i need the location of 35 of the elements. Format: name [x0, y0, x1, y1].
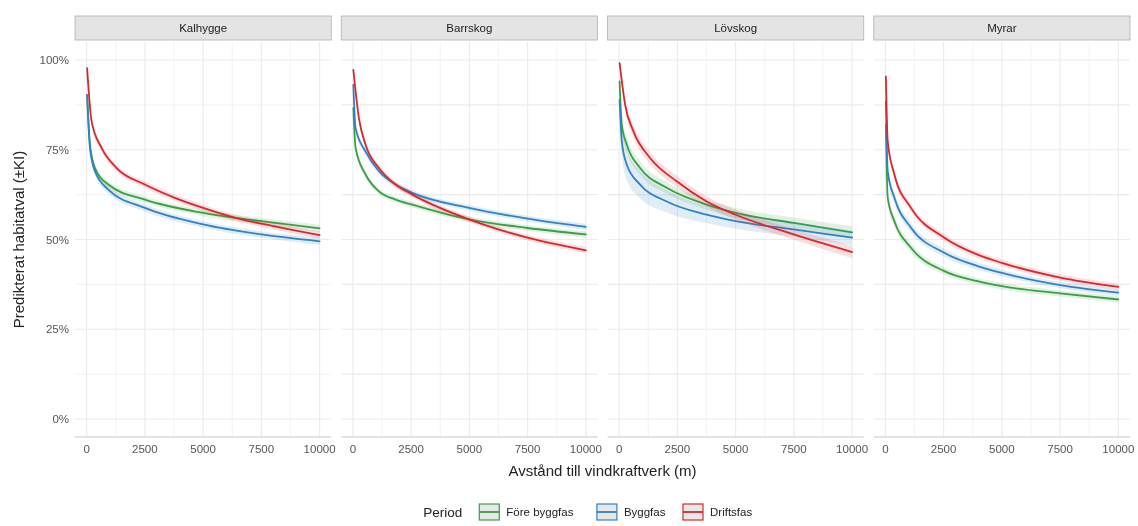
x-tick-label: 7500: [514, 443, 541, 455]
y-tick-label: 25%: [45, 323, 69, 336]
chart-title: Kalhygge: [179, 22, 228, 34]
y-tick-label: 50%: [45, 233, 69, 246]
x-tick-label: 5000: [190, 443, 216, 455]
x-tick-label: 5000: [989, 443, 1015, 455]
chart-title: Barrskog: [446, 22, 493, 34]
chart-title: Lövskog: [714, 22, 758, 34]
y-tick-label: 100%: [39, 53, 69, 66]
x-tick-label: 2500: [930, 443, 957, 455]
legend-label: Driftsfas: [710, 506, 753, 518]
y-tick-label: 0%: [52, 413, 69, 426]
x-tick-label: 10000: [303, 443, 336, 455]
x-tick-label: 7500: [781, 443, 807, 455]
x-tick-label: 10000: [836, 443, 869, 455]
x-tick-label: 2500: [398, 443, 424, 455]
x-tick-label: 0: [349, 443, 357, 455]
x-tick-label: 0: [615, 443, 623, 455]
x-tick-label: 2500: [132, 443, 158, 455]
x-tick-label: 7500: [1047, 443, 1073, 455]
chart-title: Myrar: [987, 22, 1017, 34]
x-tick-label: 10000: [1102, 443, 1135, 455]
legend-title: Period: [423, 505, 463, 520]
y-tick-label: 75%: [45, 143, 69, 156]
x-tick-label: 5000: [722, 443, 749, 455]
x-tick-label: 0: [83, 443, 90, 455]
legend-label: Byggfas: [623, 506, 666, 518]
x-tick-label: 0: [882, 443, 889, 455]
x-axis-title: Avstånd till vindkraftverk (m): [508, 462, 697, 479]
x-tick-label: 5000: [456, 443, 483, 455]
x-tick-label: 7500: [248, 443, 275, 455]
x-tick-label: 2500: [664, 443, 691, 455]
y-axis-title: Predikterat habitatval (±KI): [10, 150, 27, 329]
legend-label: Före byggfas: [506, 506, 574, 518]
x-tick-label: 10000: [569, 443, 602, 455]
